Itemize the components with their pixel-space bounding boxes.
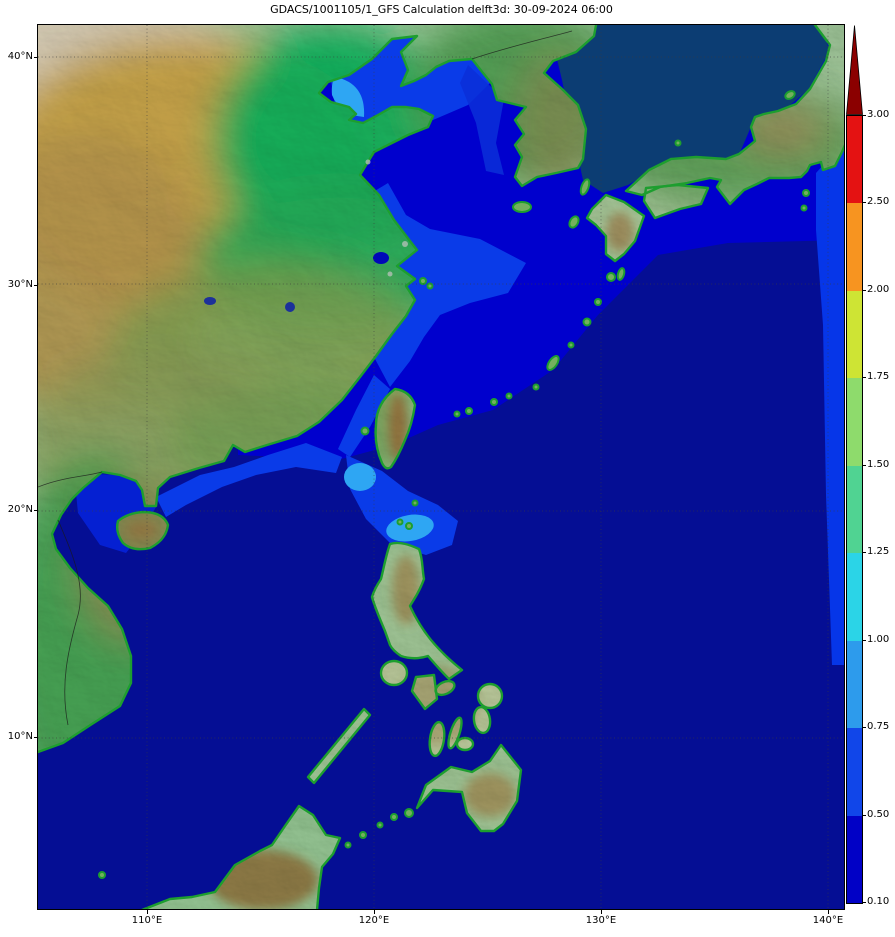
colorbar-arrow-tip <box>846 25 863 115</box>
x-tick-mark <box>147 910 148 914</box>
y-tick-mark <box>34 510 38 511</box>
x-tick-mark <box>374 910 375 914</box>
map-canvas <box>38 25 845 910</box>
country-borders <box>38 30 573 726</box>
city-markers <box>365 159 408 277</box>
colorbar-tick-mark <box>863 814 866 816</box>
x-tick-label: 110°E <box>131 915 163 926</box>
colorbar-band <box>847 290 862 379</box>
colorbar-tick-label: 1.50 <box>867 458 890 470</box>
colorbar-tick-mark <box>863 289 866 291</box>
y-tick-mark <box>34 737 38 738</box>
colorbar-tick-label: 1.25 <box>867 546 890 558</box>
colorbar-tick-label: 0.50 <box>867 808 890 820</box>
colorbar-tick-mark <box>863 464 866 466</box>
colorbar-band <box>847 553 862 641</box>
coastline-rims <box>38 25 845 910</box>
lakes <box>204 252 389 312</box>
y-tick-mark <box>34 285 38 286</box>
colorbar-band <box>847 728 862 816</box>
colorbar-band <box>847 640 862 729</box>
graticule <box>38 25 845 910</box>
colorbar-tick-mark <box>863 639 866 641</box>
colorbar-tick-mark <box>863 552 866 554</box>
colorbar-tick-mark <box>863 727 866 729</box>
y-tick-label: 30°N <box>7 279 33 290</box>
colorbar-band <box>847 203 862 291</box>
plot-title: GDACS/1001105/1_GFS Calculation delft3d:… <box>270 3 613 16</box>
colorbar <box>846 115 863 904</box>
pacific-edge-strip <box>816 149 845 665</box>
colorbar-tick-label: 2.00 <box>867 283 890 295</box>
colorbar-tick-label: 2.50 <box>867 196 890 208</box>
small-islands <box>98 90 810 879</box>
x-tick-mark <box>601 910 602 914</box>
x-tick-mark <box>828 910 829 914</box>
colorbar-tick-label: 1.75 <box>867 371 890 383</box>
x-tick-label: 140°E <box>812 915 844 926</box>
colorbar-tick-label: 0.75 <box>867 721 890 733</box>
x-tick-label: 130°E <box>585 915 617 926</box>
colorbar-band <box>847 815 862 903</box>
colorbar-tick-label: 1.00 <box>867 633 890 645</box>
sea-of-japan <box>556 25 830 193</box>
colorbar-tick-mark <box>863 115 866 116</box>
colorbar-tick-mark <box>863 902 866 903</box>
colorbar-tick-mark <box>863 202 866 204</box>
colorbar-band <box>847 465 862 554</box>
colorbar-tick-label: 3.00 <box>867 109 890 120</box>
x-tick-label: 120°E <box>358 915 390 926</box>
colorbar-tick-mark <box>863 377 866 379</box>
y-tick-label: 10°N <box>7 731 33 742</box>
y-tick-label: 20°N <box>7 504 33 515</box>
y-tick-mark <box>34 57 38 58</box>
colorbar-band <box>847 116 862 204</box>
colorbar-band <box>847 378 862 466</box>
y-tick-label: 40°N <box>7 51 33 62</box>
colorbar-tick-label: 0.10 <box>867 896 890 907</box>
